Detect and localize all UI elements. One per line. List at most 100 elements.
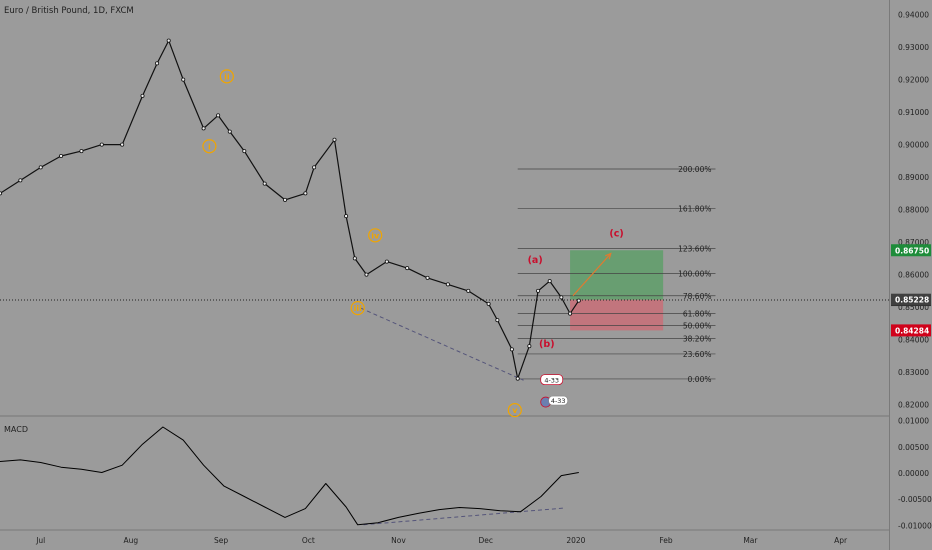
fib-level-label: 61.80% (683, 310, 712, 319)
wave-label-circle[interactable] (507, 403, 522, 418)
macd-line[interactable] (0, 426, 579, 526)
event-badge-label: 4-33 (544, 377, 559, 385)
price-axis-tick: 0.91000 (898, 108, 929, 117)
price-tag[interactable] (891, 293, 931, 306)
macd-axis-tick: 0.00000 (898, 469, 929, 478)
price-point[interactable] (79, 149, 84, 154)
price-point[interactable] (445, 282, 450, 287)
macd-axis-tick: 0.01000 (898, 417, 929, 426)
price-point[interactable] (0, 191, 2, 196)
price-point[interactable] (59, 153, 64, 158)
wave-label: i (208, 142, 211, 151)
price-point[interactable] (303, 191, 308, 196)
wave-label-circle[interactable] (202, 139, 217, 154)
time-axis-tick: Dec (478, 536, 493, 545)
macd-axis-tick: -0.01000 (898, 521, 932, 530)
time-axis-tick: Aug (124, 536, 139, 545)
price-point[interactable] (547, 279, 552, 284)
price-axis-tick: 0.87000 (898, 238, 929, 247)
price-axis-tick: 0.86000 (898, 271, 929, 280)
wave-label: iv (371, 231, 380, 240)
time-axis-tick: Mar (743, 536, 758, 545)
wave-label-circle[interactable] (219, 69, 234, 84)
price-point[interactable] (344, 214, 349, 219)
loss-zone[interactable] (570, 299, 664, 331)
price-point[interactable] (99, 142, 104, 147)
time-axis-tick: Feb (659, 536, 673, 545)
event-badge[interactable] (548, 395, 569, 406)
price-point[interactable] (364, 272, 369, 277)
price-point[interactable] (140, 93, 145, 98)
wave-label[interactable]: (c) (609, 228, 623, 239)
fib-level-label: 161.80% (678, 204, 711, 213)
price-point[interactable] (425, 275, 430, 280)
price-tag[interactable] (891, 244, 931, 257)
price-point[interactable] (38, 165, 43, 170)
price-axis-tick: 0.82000 (898, 401, 929, 410)
price-tag-label: 0.86750 (895, 246, 929, 255)
price-point[interactable] (384, 259, 389, 264)
price-point[interactable] (405, 266, 410, 271)
price-point[interactable] (283, 197, 288, 202)
wave-label: ii (224, 72, 230, 81)
macd-trendline[interactable] (363, 507, 565, 526)
price-point[interactable] (536, 288, 541, 293)
price-tag-label: 0.84284 (895, 326, 929, 335)
event-badge-label: 4-33 (551, 397, 566, 405)
price-point[interactable] (495, 318, 500, 323)
fib-level-label: 78.60% (683, 292, 712, 301)
price-point[interactable] (352, 256, 357, 261)
price-point[interactable] (486, 301, 491, 306)
macd-axis-tick: -0.00500 (898, 495, 932, 504)
price-axis-tick: 0.88000 (898, 206, 929, 215)
price-point[interactable] (576, 298, 581, 303)
price-point[interactable] (120, 142, 125, 147)
price-point[interactable] (181, 77, 186, 82)
wave-label[interactable]: (b) (539, 339, 554, 350)
price-point[interactable] (227, 129, 232, 134)
price-point[interactable] (527, 344, 532, 349)
price-axis-tick: 0.89000 (898, 173, 929, 182)
price-point[interactable] (166, 38, 171, 43)
price-point[interactable] (216, 113, 221, 118)
price-point[interactable] (18, 178, 23, 183)
price-tag[interactable] (891, 324, 931, 337)
time-axis-tick: Jul (35, 536, 45, 545)
price-trendline[interactable] (360, 307, 524, 381)
price-point[interactable] (155, 61, 160, 66)
time-axis-tick: 2020 (566, 536, 585, 545)
price-axis-tick: 0.90000 (898, 141, 929, 150)
time-axis-tick: Nov (391, 536, 406, 545)
macd-indicator-label[interactable]: MACD (4, 425, 28, 434)
profit-zone[interactable] (570, 250, 664, 300)
price-axis-tick: 0.93000 (898, 43, 929, 52)
wave-label-circle[interactable] (350, 301, 365, 316)
fib-level-label: 38.20% (683, 335, 712, 344)
event-badge[interactable] (540, 374, 564, 386)
fib-level-label: 0.00% (688, 375, 712, 384)
price-point[interactable] (568, 311, 573, 316)
wave-label: v (512, 406, 518, 415)
price-point[interactable] (515, 376, 520, 381)
price-point[interactable] (559, 295, 564, 300)
price-point[interactable] (332, 137, 337, 142)
wave-label[interactable]: (a) (528, 255, 543, 266)
price-axis-tick: 0.92000 (898, 76, 929, 85)
projection-arrow[interactable] (572, 253, 612, 297)
price-point[interactable] (466, 288, 471, 293)
price-point[interactable] (312, 165, 317, 170)
price-point[interactable] (262, 181, 267, 186)
price-point[interactable] (201, 126, 206, 131)
price-point[interactable] (509, 347, 514, 352)
fib-level-label: 200.00% (678, 165, 711, 174)
price-point[interactable] (242, 149, 247, 154)
macd-axis-tick: 0.00500 (898, 443, 929, 452)
price-series-line[interactable] (0, 39, 580, 380)
price-axis-tick: 0.83000 (898, 368, 929, 377)
price-axis-tick: 0.94000 (898, 11, 929, 20)
wave-label: iii (354, 304, 362, 313)
symbol-title: Euro / British Pound, 1D, FXCM (4, 6, 134, 16)
wave-label-circle[interactable] (368, 228, 383, 243)
